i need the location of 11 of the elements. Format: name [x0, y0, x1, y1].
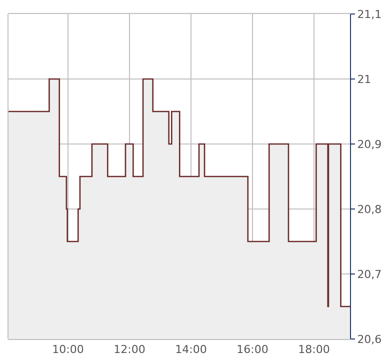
x-tick-label: 18:00: [298, 343, 330, 356]
y-tick-label: 20,6: [357, 332, 382, 346]
y-tick-label: 21: [357, 72, 372, 86]
y-tick-label: 21,1: [357, 8, 382, 21]
y-tick-label: 20,8: [357, 202, 382, 216]
y-tick-label: 20,7: [357, 268, 382, 281]
x-tick-label: 14:00: [175, 343, 207, 356]
x-tick-label: 16:00: [236, 343, 268, 356]
x-tick-label: 10:00: [52, 343, 84, 356]
y-tick-label: 20,9: [357, 138, 382, 151]
x-tick-label: 12:00: [114, 343, 146, 356]
